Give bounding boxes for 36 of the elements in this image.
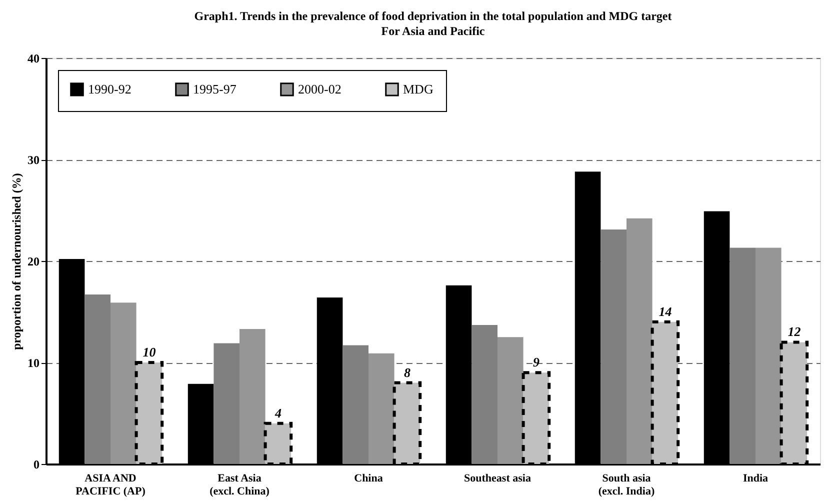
bar bbox=[214, 343, 240, 464]
legend-label: 1990-92 bbox=[88, 81, 132, 96]
x-tick-label: Southeast asia bbox=[464, 472, 532, 484]
bar bbox=[342, 345, 368, 464]
legend-label: 1995-97 bbox=[193, 81, 237, 96]
x-tick-label: East Asia (excl. China) bbox=[210, 472, 270, 498]
bar bbox=[472, 324, 498, 464]
y-tick-label: 20 bbox=[28, 254, 40, 268]
y-tick-label: 10 bbox=[28, 356, 40, 370]
data-label: 12 bbox=[788, 324, 802, 340]
data-label: 10 bbox=[142, 344, 156, 360]
bar bbox=[626, 218, 652, 464]
bar bbox=[110, 302, 136, 464]
bar bbox=[730, 248, 756, 464]
bar bbox=[240, 329, 266, 464]
x-tick-label: India bbox=[742, 472, 769, 484]
chart-title: Graph1. Trends in the prevalence of food deprivation in the total population and MDG target bbox=[194, 9, 672, 23]
x-tick-label: China bbox=[354, 472, 384, 484]
bar bbox=[368, 353, 394, 464]
bar bbox=[756, 248, 782, 464]
bar bbox=[600, 230, 626, 464]
data-label: 4 bbox=[274, 405, 282, 420]
legend-label: 2000-02 bbox=[298, 81, 342, 96]
legend-label: MDG bbox=[403, 81, 434, 96]
y-axis-title: proportion of undernourished (%) bbox=[10, 173, 24, 350]
y-tick-label: 40 bbox=[28, 52, 40, 66]
bar bbox=[84, 294, 110, 464]
y-tick-label: 0 bbox=[34, 458, 40, 472]
x-tick-label: ASIA AND PACIFIC (AP) bbox=[76, 472, 146, 498]
data-label: 9 bbox=[532, 354, 540, 370]
y-tick-label: 30 bbox=[28, 153, 40, 167]
data-label: 14 bbox=[658, 304, 672, 319]
chart-subtitle: For Asia and Pacific bbox=[381, 24, 486, 38]
bar bbox=[498, 337, 524, 464]
data-label: 8 bbox=[404, 364, 411, 380]
x-tick-label: South asia (excl. India) bbox=[598, 472, 655, 498]
